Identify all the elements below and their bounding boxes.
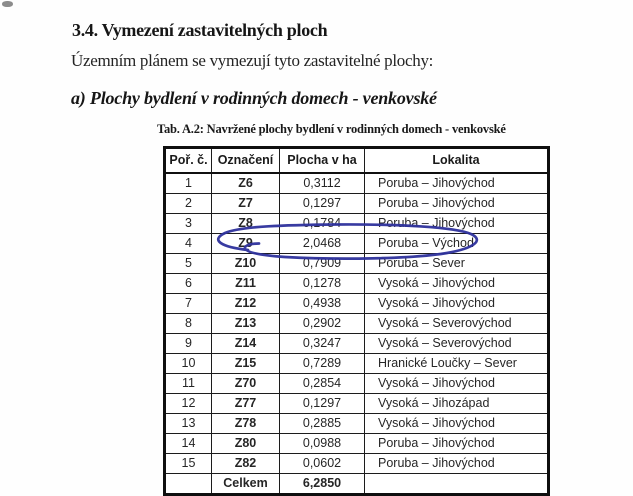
table-row: 8 Z13 0,2902 Vysoká – Severovýchod	[164, 313, 549, 334]
table-cell: Z9	[211, 233, 280, 254]
table-row: 12 Z77 0,1297 Vysoká – Jihozápad	[164, 393, 549, 414]
table-cell: Poruba – Jihovýchod	[364, 172, 549, 194]
table-cell	[164, 473, 212, 495]
table-cell: Vysoká – Jihozápad	[364, 393, 549, 414]
table-cell: Vysoká – Severovýchod	[364, 333, 549, 354]
table-row: 11 Z70 0,2854 Vysoká – Jihovýchod	[164, 373, 549, 394]
table-row: 3 Z8 0,1784 Poruba – Jihovýchod	[164, 213, 549, 234]
table-cell: Z78	[211, 413, 280, 434]
table-cell: 8	[164, 313, 212, 334]
table-cell: Poruba – Jihovýchod	[364, 213, 549, 234]
table-cell: Vysoká – Jihovýchod	[364, 293, 549, 314]
table-cell: 14	[164, 433, 212, 454]
table-cell: Poruba – Jihovýchod	[364, 433, 549, 454]
total-value-cell: 6,2850	[279, 473, 365, 495]
total-label-cell: Celkem	[211, 473, 280, 495]
table-cell: 0,1297	[279, 393, 365, 414]
section-heading: 3.4. Vymezení zastavitelných ploch	[72, 20, 328, 40]
table-cell: 2,0468	[279, 233, 365, 254]
table-cell: Vysoká – Jihovýchod	[364, 373, 549, 394]
table-cell: 10	[164, 353, 212, 374]
table-row: 4 Z9 2,0468 Poruba – Východ	[164, 233, 549, 254]
table-cell: 6	[164, 273, 212, 294]
table-cell: Hranické Loučky – Sever	[364, 353, 549, 374]
table-row: 14 Z80 0,0988 Poruba – Jihovýchod	[164, 433, 549, 454]
table-cell: Z82	[211, 453, 280, 474]
table-cell: 0,2854	[279, 373, 365, 394]
table-cell: 0,3247	[279, 333, 365, 354]
table-cell: 0,4938	[279, 293, 365, 314]
table-cell: 9	[164, 333, 212, 354]
table-row: 6 Z11 0,1278 Vysoká – Jihovýchod	[164, 273, 549, 294]
table-cell: 0,3112	[279, 172, 365, 194]
table-cell: Z11	[211, 273, 280, 294]
subsection-heading: a) Plochy bydlení v rodinných domech - v…	[71, 88, 437, 108]
intro-paragraph: Územním plánem se vymezují tyto zastavit…	[71, 51, 434, 70]
table-cell: Vysoká – Jihovýchod	[364, 273, 549, 294]
table-row: 9 Z14 0,3247 Vysoká – Severovýchod	[164, 333, 549, 354]
table-cell: Z7	[211, 193, 280, 214]
scan-artifact	[2, 1, 13, 7]
table-cell: 15	[164, 453, 212, 474]
col-header-area-ha: Plocha v ha	[279, 147, 365, 174]
col-header-order-number: Poř. č.	[164, 147, 212, 174]
table-cell: 0,1278	[279, 273, 365, 294]
table-cell: Z12	[211, 293, 280, 314]
table-cell: Vysoká – Severovýchod	[364, 313, 549, 334]
table-cell: 0,1297	[279, 193, 365, 214]
table-cell: 0,7909	[279, 253, 365, 274]
table-row: 5 Z10 0,7909 Poruba – Sever	[164, 253, 549, 274]
table-cell: 0,2902	[279, 313, 365, 334]
table-cell: 5	[164, 253, 212, 274]
table-cell: 0,7289	[279, 353, 365, 374]
table-cell: 0,1784	[279, 213, 365, 234]
table-cell: 11	[164, 373, 212, 394]
table-cell: 0,0602	[279, 453, 365, 474]
col-header-designation: Označení	[211, 147, 280, 174]
table-cell: 0,0988	[279, 433, 365, 454]
table-cell: 13	[164, 413, 212, 434]
col-header-locality: Lokalita	[364, 147, 549, 174]
table-row: 1 Z6 0,3112 Poruba – Jihovýchod	[164, 172, 549, 194]
table-cell: Poruba – Jihovýchod	[364, 453, 549, 474]
table-row: 7 Z12 0,4938 Vysoká – Jihovýchod	[164, 293, 549, 314]
table-cell: 4	[164, 233, 212, 254]
table-body: 1 Z6 0,3112 Poruba – Jihovýchod 2 Z7 0,1297 Por…	[164, 172, 549, 474]
table-row: 13 Z78 0,2885 Vysoká – Jihovýchod	[164, 413, 549, 434]
table-caption: Tab. A.2: Navržené plochy bydlení v rodi…	[157, 122, 506, 136]
table-cell: Vysoká – Jihovýchod	[364, 413, 549, 434]
table-row: 10 Z15 0,7289 Hranické Loučky – Sever	[164, 353, 549, 374]
table-cell: 7	[164, 293, 212, 314]
table-cell: 0,2885	[279, 413, 365, 434]
table-cell: Poruba – Východ	[364, 233, 549, 254]
table-cell: 1	[164, 172, 212, 194]
table-cell: Z8	[211, 213, 280, 234]
table-cell: 2	[164, 193, 212, 214]
table-cell: Z14	[211, 333, 280, 354]
table-cell: Z6	[211, 172, 280, 194]
table-cell: Z70	[211, 373, 280, 394]
table-row: 15 Z82 0,0602 Poruba – Jihovýchod	[164, 453, 549, 474]
table-cell: Z80	[211, 433, 280, 454]
table-cell: Z77	[211, 393, 280, 414]
table-cell: 12	[164, 393, 212, 414]
table-cell: Z13	[211, 313, 280, 334]
table-row: 2 Z7 0,1297 Poruba – Jihovýchod	[164, 193, 549, 214]
table-cell: Z15	[211, 353, 280, 374]
table-cell: Poruba – Sever	[364, 253, 549, 274]
table-cell: Poruba – Jihovýchod	[364, 193, 549, 214]
table-cell: Z10	[211, 253, 280, 274]
table-cell: 3	[164, 213, 212, 234]
table-header-row: Poř. č. Označení Plocha v ha Lokalita	[164, 147, 549, 174]
table-cell	[364, 473, 549, 495]
table-total-row: Celkem 6,2850	[164, 473, 549, 495]
